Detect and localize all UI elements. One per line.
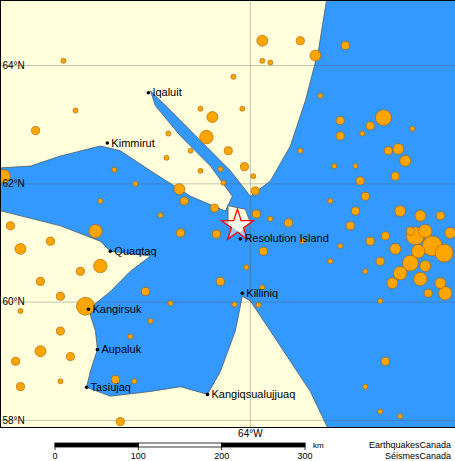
svg-text:Kimmirut: Kimmirut [111,137,154,149]
svg-text:km: km [313,441,324,450]
svg-text:200: 200 [214,451,229,461]
svg-text:58°N: 58°N [3,415,25,426]
svg-text:Kangirsuk: Kangirsuk [92,303,141,315]
svg-text:Resolution Island: Resolution Island [244,232,328,244]
svg-text:Quaqtaq: Quaqtaq [114,245,156,257]
svg-text:Iqaluit: Iqaluit [152,86,181,98]
svg-text:Kangiqsualujjuaq: Kangiqsualujjuaq [211,388,295,400]
svg-text:Tasiujaq: Tasiujaq [91,381,131,393]
svg-text:Aupaluk: Aupaluk [101,343,141,355]
svg-text:64°N: 64°N [3,60,25,71]
svg-text:100: 100 [131,451,146,461]
svg-text:62°N: 62°N [3,178,25,189]
svg-text:64°W: 64°W [238,428,263,439]
svg-text:EarthquakesCanada: EarthquakesCanada [369,440,451,450]
svg-text:300: 300 [297,451,312,461]
svg-text:0: 0 [52,451,57,461]
svg-text:Killiniq: Killiniq [246,287,278,299]
svg-text:SéismesCanada: SéismesCanada [385,451,451,461]
svg-text:60°N: 60°N [3,296,25,307]
